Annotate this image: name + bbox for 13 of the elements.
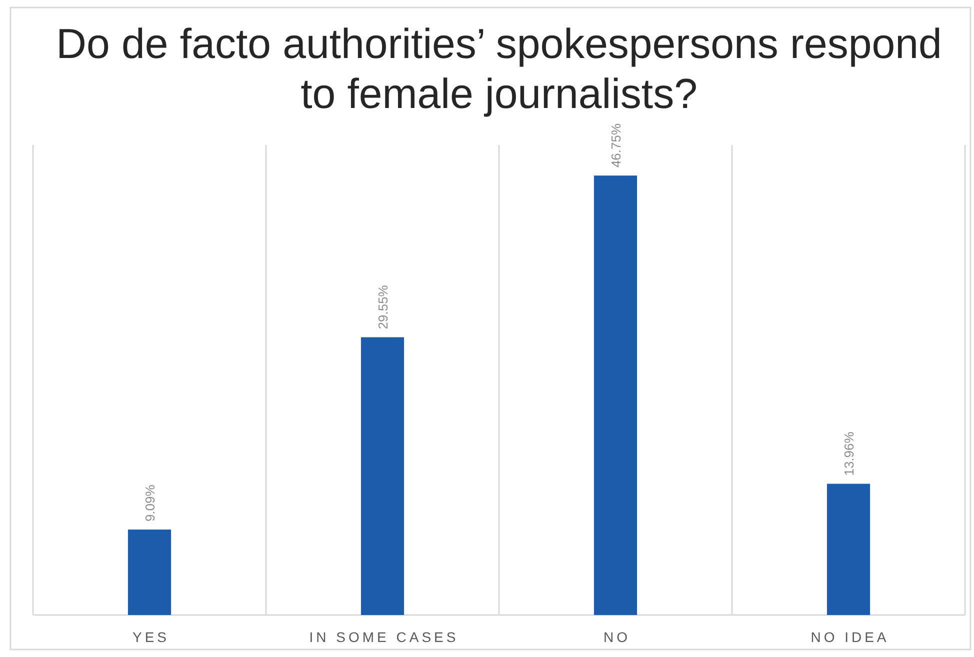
x-tick-label: YES [132,629,170,645]
bar [360,337,404,615]
data-label: 29.55% [376,284,390,330]
x-tick-label: NO IDEA [810,629,890,645]
x-tick-label: NO [604,629,630,645]
bar [594,176,638,615]
bar [826,484,870,615]
data-label: 9.09% [142,484,158,522]
x-tick-label: IN SOME CASES [309,629,459,645]
chart-title: Do de facto authorities’ spokespersons respond to female journalists? [56,20,942,117]
bar [128,530,172,615]
data-label: 46.75% [608,123,624,168]
data-label: 13.96% [842,431,856,476]
